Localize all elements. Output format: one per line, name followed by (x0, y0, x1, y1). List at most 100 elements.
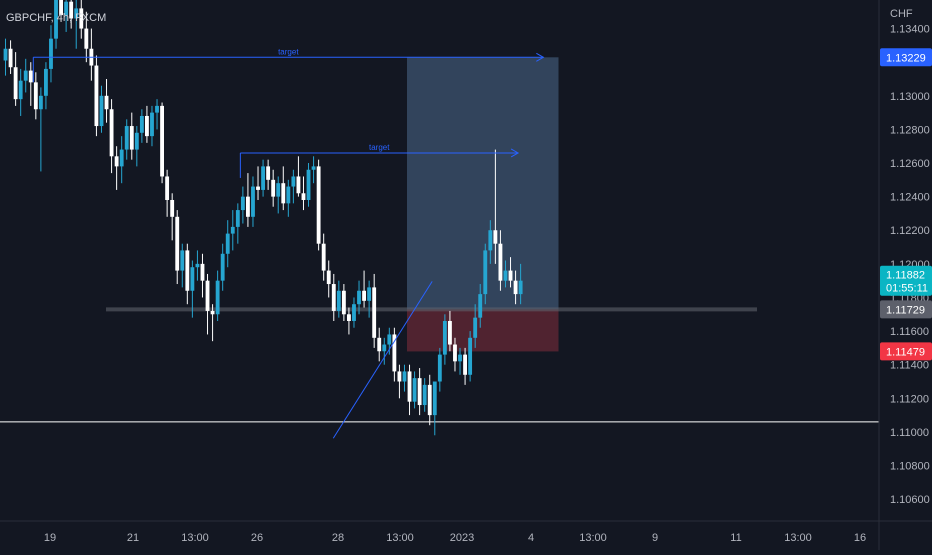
candle-body[interactable] (3, 48, 8, 61)
candle-body[interactable] (23, 70, 28, 81)
candle-body[interactable] (200, 263, 205, 281)
candle-body[interactable] (432, 381, 437, 416)
candle-body[interactable] (54, 0, 58, 39)
candle-body[interactable] (483, 250, 488, 295)
candle-body[interactable] (69, 1, 74, 19)
candles[interactable] (3, 0, 523, 436)
candle-body[interactable] (352, 304, 356, 322)
candle-body[interactable] (64, 1, 69, 16)
candle-body[interactable] (367, 287, 372, 301)
candle-body[interactable] (331, 284, 336, 311)
candle-body[interactable] (518, 280, 523, 295)
candle-body[interactable] (296, 176, 301, 194)
candle-body[interactable] (478, 294, 483, 318)
candle-body[interactable] (175, 216, 180, 271)
candle-body[interactable] (195, 263, 200, 268)
candle-body[interactable] (311, 166, 316, 170)
time-axis[interactable]: 19 21 13:00 26 28 13:00 2023 4 13:00 9 11 13:00 16 (44, 532, 866, 544)
candle-body[interactable] (155, 105, 159, 113)
candle-body[interactable] (382, 344, 387, 352)
candle-body[interactable] (150, 112, 154, 137)
candle-body[interactable] (251, 186, 255, 217)
candle-body[interactable] (99, 95, 104, 127)
candle-body[interactable] (261, 166, 265, 190)
candle-body[interactable] (397, 371, 402, 382)
candle-body[interactable] (180, 250, 185, 271)
candle-body[interactable] (412, 378, 417, 402)
candle-body[interactable] (129, 126, 134, 150)
candle-body[interactable] (225, 233, 230, 254)
target-zone[interactable] (407, 57, 559, 310)
stop-zone[interactable] (407, 309, 559, 352)
candle-body[interactable] (306, 169, 311, 200)
candle-body[interactable] (190, 267, 195, 291)
candle-body[interactable] (38, 95, 43, 110)
candle-body[interactable] (448, 321, 452, 345)
candle-body[interactable] (13, 67, 18, 100)
candle-body[interactable] (124, 126, 129, 150)
candle-body[interactable] (246, 196, 250, 217)
candle-body[interactable] (488, 230, 493, 251)
candle-body[interactable] (357, 290, 361, 305)
candle-body[interactable] (230, 226, 235, 234)
candle-body[interactable] (215, 280, 220, 315)
candle-body[interactable] (341, 290, 346, 315)
price-axis[interactable]: 1.134001.132001.130001.128001.126001.124… (890, 24, 930, 507)
candle-body[interactable] (44, 68, 48, 96)
candle-body[interactable] (377, 337, 382, 352)
candle-body[interactable] (498, 243, 503, 281)
candle-body[interactable] (468, 337, 473, 375)
candle-body[interactable] (74, 8, 79, 19)
candle-body[interactable] (145, 115, 149, 137)
candle-body[interactable] (205, 280, 210, 311)
candle-body[interactable] (256, 186, 260, 190)
candle-body[interactable] (427, 384, 432, 416)
candle-body[interactable] (139, 115, 144, 133)
candle-body[interactable] (185, 250, 190, 291)
candle-body[interactable] (493, 230, 498, 244)
candle-body[interactable] (235, 210, 240, 227)
candle-body[interactable] (362, 290, 366, 301)
candle-body[interactable] (437, 354, 442, 382)
candle-body[interactable] (160, 105, 164, 177)
candle-body[interactable] (316, 166, 321, 244)
candle-body[interactable] (240, 196, 245, 211)
candle-body[interactable] (321, 243, 326, 271)
candle-body[interactable] (59, 0, 63, 16)
candle-body[interactable] (513, 280, 518, 295)
candle-body[interactable] (407, 371, 412, 402)
candle-body[interactable] (458, 354, 462, 362)
candle-body[interactable] (165, 176, 170, 200)
candle-body[interactable] (170, 199, 175, 217)
candle-body[interactable] (79, 8, 84, 29)
trendline[interactable] (332, 281, 433, 439)
candle-body[interactable] (301, 193, 306, 200)
candle-body[interactable] (210, 310, 215, 315)
candle-body[interactable] (326, 270, 331, 285)
candle-body[interactable] (286, 186, 291, 204)
candle-body[interactable] (291, 176, 296, 187)
candle-body[interactable] (473, 317, 478, 338)
candle-body[interactable] (281, 183, 286, 204)
candle-body[interactable] (417, 378, 422, 406)
candle-body[interactable] (49, 38, 53, 69)
candle-body[interactable] (442, 321, 447, 355)
candle-body[interactable] (453, 344, 457, 362)
candle-body[interactable] (372, 287, 377, 338)
candle-body[interactable] (104, 95, 109, 110)
candle-body[interactable] (503, 270, 508, 281)
candle-body[interactable] (119, 149, 124, 167)
drawings[interactable]: target target (32, 47, 545, 439)
candle-body[interactable] (392, 334, 397, 372)
candle-body[interactable] (8, 48, 13, 68)
candle-body[interactable] (266, 166, 271, 180)
candle-body[interactable] (109, 109, 114, 157)
candle-body[interactable] (422, 384, 427, 406)
candle-body[interactable] (508, 270, 513, 281)
candle-body[interactable] (94, 65, 99, 127)
candle-body[interactable] (28, 70, 33, 83)
candle-body[interactable] (276, 183, 281, 197)
candle-body[interactable] (463, 354, 467, 375)
